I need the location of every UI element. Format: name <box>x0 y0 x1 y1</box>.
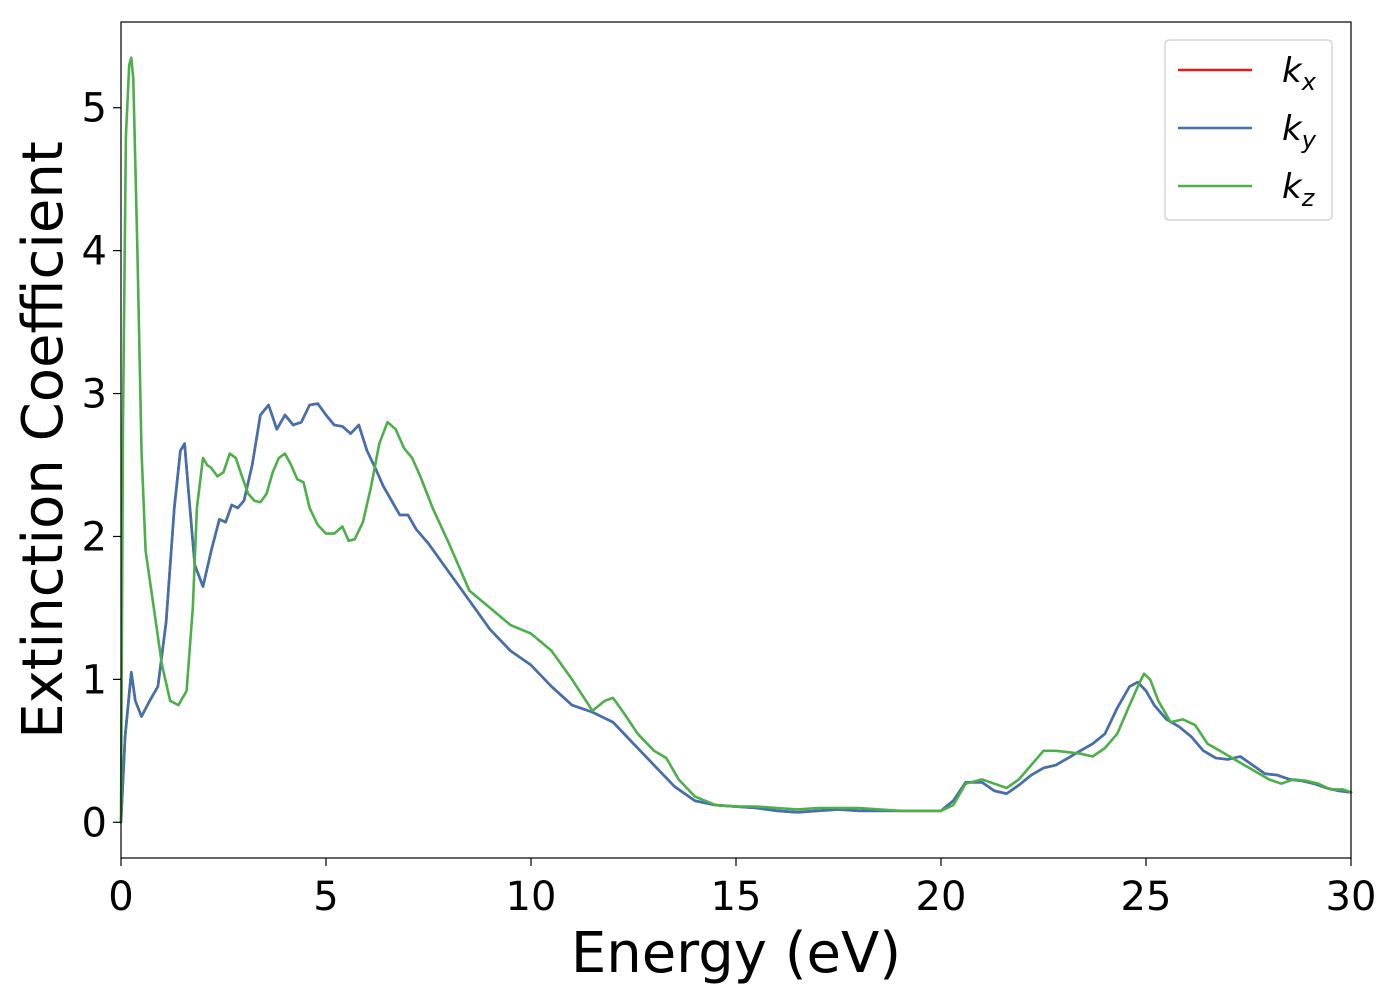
legend-label-k-z: kz <box>1282 167 1316 212</box>
legend-label-k-x: kx <box>1282 51 1317 96</box>
legend-items: kx ky kz <box>1178 51 1317 212</box>
ticks-layer: 0 5 10 15 20 25 30 0 1 2 3 4 5 <box>82 86 1377 920</box>
x-tick-label: 10 <box>506 874 557 920</box>
x-tick-label: 20 <box>916 874 967 920</box>
x-axis-label: Energy (eV) <box>571 921 901 986</box>
legend-label-k-y: ky <box>1282 109 1317 154</box>
legend-box <box>1164 39 1333 221</box>
series-line-k-z <box>119 56 1353 824</box>
x-tick-label: 15 <box>711 874 762 920</box>
series-line-k-y <box>119 402 1353 824</box>
y-tick-label: 0 <box>82 800 107 846</box>
x-tick-label: 30 <box>1326 874 1377 920</box>
legend: kx ky kz <box>1164 39 1333 221</box>
series-layer <box>119 56 1353 824</box>
y-tick-label: 3 <box>82 372 107 418</box>
y-tick-label: 2 <box>82 514 107 560</box>
x-tick-label: 0 <box>108 874 133 920</box>
x-tick-label: 5 <box>313 874 338 920</box>
y-tick-label: 4 <box>82 229 107 275</box>
y-tick-label: 5 <box>82 86 107 132</box>
y-axis-label: Extinction Coefficient <box>11 141 76 739</box>
y-tick-label: 1 <box>82 657 107 703</box>
x-tick-label: 25 <box>1121 874 1172 920</box>
